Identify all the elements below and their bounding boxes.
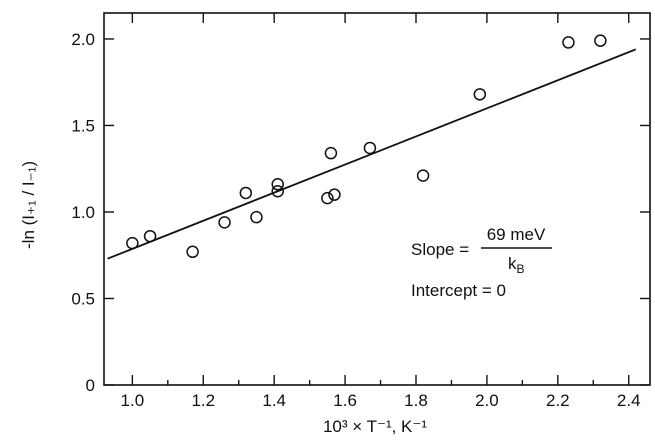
x-tick-label: 2.0 xyxy=(475,391,499,410)
y-tick-label: 1.0 xyxy=(71,203,95,222)
slope-label: Slope = xyxy=(411,240,469,259)
x-axis-title: 10³ × T⁻¹, K⁻¹ xyxy=(323,417,427,436)
slope-annotation: Slope = 69 meV kB xyxy=(411,225,552,276)
data-point xyxy=(324,146,338,160)
x-tick-label: 2.2 xyxy=(546,391,570,410)
plot-border xyxy=(103,12,651,386)
x-tick-label: 1.2 xyxy=(191,391,215,410)
data-point xyxy=(126,236,139,250)
data-point xyxy=(562,36,575,49)
plot-frame xyxy=(103,12,651,386)
data-point xyxy=(594,34,607,47)
x-tick-label: 1.8 xyxy=(404,391,428,410)
x-tick-label: 1.0 xyxy=(121,391,145,410)
slope-denominator-sub: B xyxy=(517,262,525,276)
data-point xyxy=(218,216,231,229)
data-point xyxy=(186,245,199,259)
y-axis-ticks: 0 0.5 1.0 1.5 2.0 xyxy=(71,30,650,395)
data-point xyxy=(271,184,284,198)
slope-denominator: kB xyxy=(508,254,525,276)
x-tick-label: 2.4 xyxy=(617,391,641,410)
y-axis-title-text: -ln (I₊₁ / I₋₁) xyxy=(19,161,38,249)
x-tick-label: 1.4 xyxy=(262,391,286,410)
data-points xyxy=(126,34,607,259)
x-tick-label: 1.6 xyxy=(333,391,357,410)
data-point xyxy=(328,188,341,201)
y-tick-label: 2.0 xyxy=(71,30,95,49)
data-point xyxy=(363,141,377,155)
y-axis-title: -ln (I₊₁ / I₋₁) xyxy=(19,161,38,249)
slope-numerator: 69 meV xyxy=(487,225,546,244)
y-tick-label: 0.5 xyxy=(71,289,95,308)
data-point xyxy=(321,191,334,205)
data-point xyxy=(271,178,284,191)
fit-line xyxy=(107,48,637,260)
intercept-label: Intercept = 0 xyxy=(411,281,506,300)
x-axis-ticks: 1.0 1.2 1.4 1.6 1.8 2.0 2.2 2.4 xyxy=(121,13,641,410)
data-point xyxy=(239,186,253,200)
y-tick-label: 1.5 xyxy=(71,116,95,135)
data-point xyxy=(473,88,487,101)
data-point xyxy=(143,229,157,243)
y-tick-label: 0 xyxy=(86,376,95,395)
data-point xyxy=(416,169,430,182)
fit-line-layer xyxy=(107,48,637,260)
data-point xyxy=(250,210,263,224)
slope-denominator-k: k xyxy=(508,254,517,273)
